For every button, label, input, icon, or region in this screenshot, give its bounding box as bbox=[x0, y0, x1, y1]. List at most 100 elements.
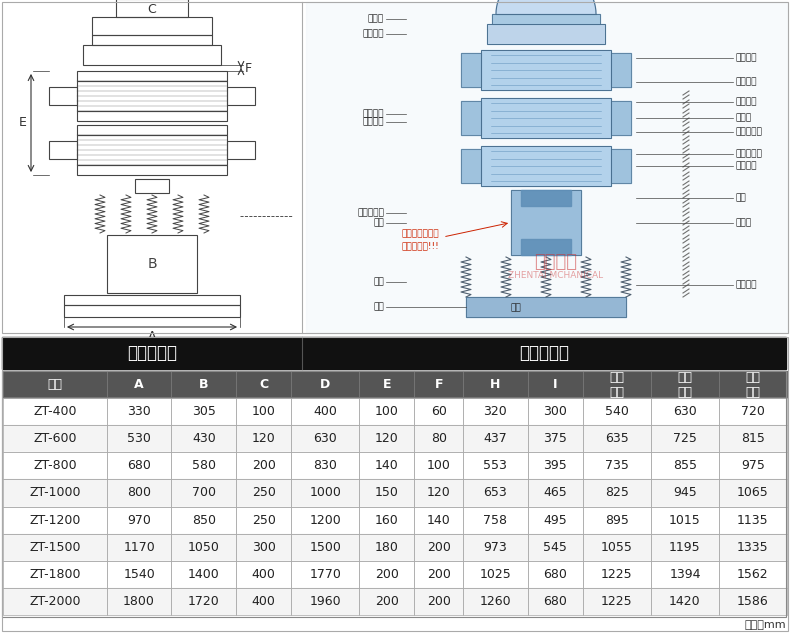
Bar bbox=[719, 453, 787, 479]
Text: ZT-1800: ZT-1800 bbox=[29, 568, 81, 581]
Bar bbox=[107, 479, 171, 506]
Bar bbox=[583, 588, 651, 615]
Bar bbox=[719, 479, 787, 506]
Bar bbox=[292, 371, 359, 398]
Bar bbox=[77, 165, 227, 175]
Bar bbox=[463, 561, 528, 588]
Text: 400: 400 bbox=[252, 568, 276, 581]
Bar bbox=[3, 371, 107, 398]
Bar bbox=[415, 506, 463, 534]
Text: 400: 400 bbox=[314, 405, 337, 418]
Bar bbox=[292, 506, 359, 534]
Text: H: H bbox=[491, 378, 501, 391]
Bar bbox=[236, 588, 292, 615]
Text: 375: 375 bbox=[544, 432, 567, 445]
Text: 中部框架: 中部框架 bbox=[363, 110, 384, 118]
Bar bbox=[415, 479, 463, 506]
Text: 一层
高度: 一层 高度 bbox=[609, 370, 624, 399]
Bar bbox=[463, 506, 528, 534]
Text: 200: 200 bbox=[427, 541, 450, 554]
Bar bbox=[236, 561, 292, 588]
Bar bbox=[481, 50, 611, 90]
Bar bbox=[528, 506, 583, 534]
Text: 180: 180 bbox=[375, 541, 399, 554]
Text: 250: 250 bbox=[252, 487, 276, 499]
Bar bbox=[3, 561, 107, 588]
Bar bbox=[236, 561, 292, 588]
Text: 200: 200 bbox=[375, 595, 399, 608]
Text: B: B bbox=[147, 257, 156, 271]
Text: 1050: 1050 bbox=[188, 541, 220, 554]
Bar bbox=[528, 425, 583, 453]
Bar bbox=[236, 479, 292, 506]
Text: 300: 300 bbox=[544, 405, 567, 418]
Bar bbox=[528, 561, 583, 588]
Text: 60: 60 bbox=[431, 405, 446, 418]
Bar bbox=[171, 479, 236, 506]
Bar bbox=[466, 297, 626, 317]
Bar bbox=[107, 588, 171, 615]
Bar bbox=[292, 371, 359, 398]
Bar bbox=[236, 534, 292, 561]
Bar bbox=[3, 398, 107, 425]
Bar bbox=[236, 453, 292, 479]
Text: 型号: 型号 bbox=[47, 378, 62, 391]
Bar bbox=[719, 534, 787, 561]
Text: 630: 630 bbox=[673, 405, 697, 418]
Bar bbox=[611, 53, 631, 87]
Bar bbox=[77, 135, 227, 165]
Bar bbox=[528, 371, 583, 398]
Text: 顶部框架: 顶部框架 bbox=[363, 30, 384, 39]
Bar bbox=[719, 561, 787, 588]
Bar bbox=[466, 297, 626, 317]
Text: 1025: 1025 bbox=[480, 568, 511, 581]
Polygon shape bbox=[496, 0, 596, 14]
Bar bbox=[651, 479, 719, 506]
Bar bbox=[292, 588, 359, 615]
Text: 580: 580 bbox=[192, 460, 216, 472]
Text: 680: 680 bbox=[544, 595, 567, 608]
Bar bbox=[3, 425, 107, 453]
Bar bbox=[611, 53, 631, 87]
Bar bbox=[77, 125, 227, 135]
Bar bbox=[611, 101, 631, 135]
Bar bbox=[107, 425, 171, 453]
Text: 辅助筛网: 辅助筛网 bbox=[735, 77, 757, 87]
Bar bbox=[481, 50, 611, 90]
Text: 筛网法兰: 筛网法兰 bbox=[735, 97, 757, 106]
Text: 150: 150 bbox=[375, 487, 399, 499]
Bar bbox=[236, 506, 292, 534]
Text: 700: 700 bbox=[192, 487, 216, 499]
Bar bbox=[415, 371, 463, 398]
Text: 下部重锤: 下部重锤 bbox=[735, 280, 757, 289]
Text: 120: 120 bbox=[252, 432, 276, 445]
Text: E: E bbox=[382, 378, 391, 391]
Bar bbox=[292, 506, 359, 534]
Bar bbox=[651, 371, 719, 398]
Bar bbox=[236, 398, 292, 425]
Bar bbox=[521, 239, 571, 255]
Text: 815: 815 bbox=[741, 432, 765, 445]
Bar bbox=[492, 14, 600, 24]
Bar bbox=[463, 534, 528, 561]
Bar bbox=[481, 146, 611, 186]
Bar bbox=[461, 149, 481, 183]
Text: 底部框架: 底部框架 bbox=[363, 118, 384, 127]
Bar bbox=[583, 534, 651, 561]
Bar bbox=[236, 398, 292, 425]
Bar bbox=[236, 425, 292, 453]
Bar bbox=[236, 425, 292, 453]
Text: 1586: 1586 bbox=[737, 595, 769, 608]
Bar bbox=[481, 98, 611, 138]
Text: D: D bbox=[320, 378, 330, 391]
Bar bbox=[719, 506, 787, 534]
Text: 120: 120 bbox=[375, 432, 399, 445]
Bar bbox=[3, 506, 107, 534]
Text: 970: 970 bbox=[127, 513, 151, 527]
Bar bbox=[107, 371, 171, 398]
Text: 1394: 1394 bbox=[669, 568, 701, 581]
Text: 1335: 1335 bbox=[737, 541, 769, 554]
Bar bbox=[171, 588, 236, 615]
Text: 1225: 1225 bbox=[601, 595, 633, 608]
Bar bbox=[292, 479, 359, 506]
